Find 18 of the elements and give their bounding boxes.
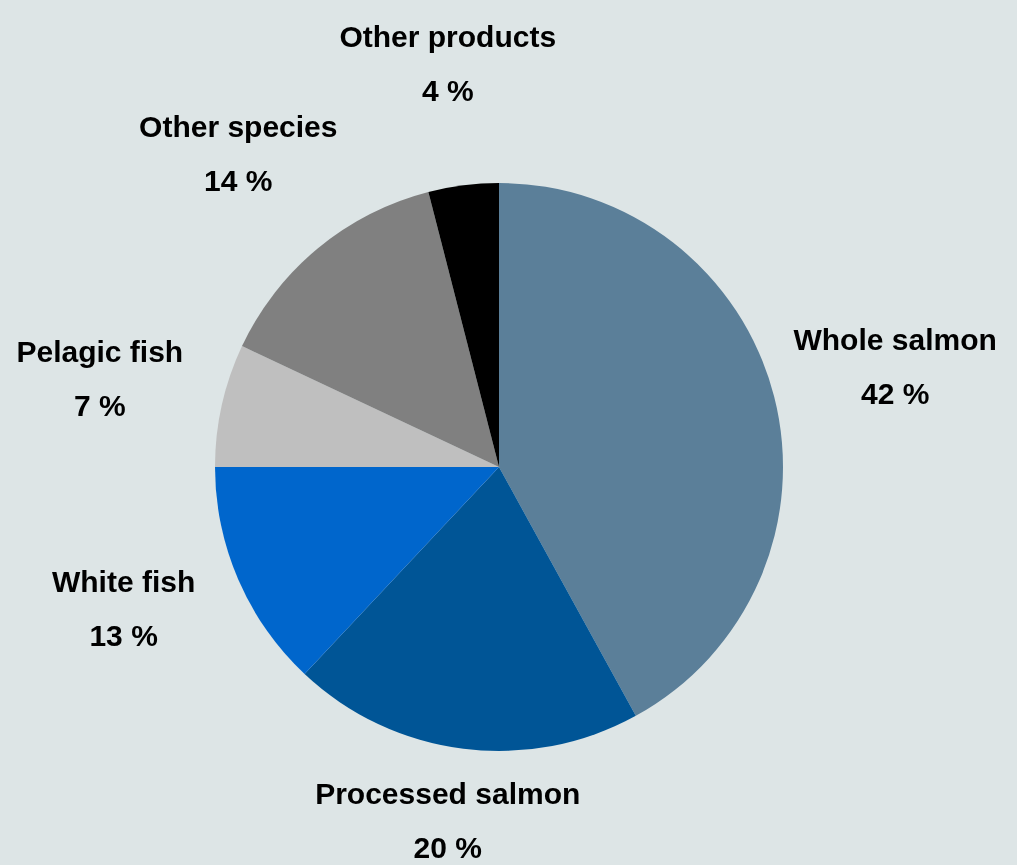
- pie-slice: [215, 467, 499, 675]
- data-label: 42 %: [860, 376, 930, 410]
- data-label: 4 %: [421, 74, 474, 108]
- slice-label: White fish: [51, 565, 196, 599]
- slice-label: Other products: [339, 20, 557, 54]
- pie-slice: [242, 191, 499, 467]
- slice-label: Whole salmon: [793, 322, 997, 356]
- pie-slice: [215, 346, 499, 467]
- slice-label: Other species: [139, 110, 338, 144]
- slice-label: Pelagic fish: [16, 335, 184, 369]
- pie-slice: [499, 183, 783, 716]
- data-label: 7 %: [74, 389, 126, 423]
- data-label: 13 %: [89, 619, 158, 653]
- slice-label: Processed salmon: [315, 777, 581, 811]
- data-label: 20 %: [413, 831, 482, 865]
- pie-slice: [428, 183, 499, 467]
- data-label: 14 %: [204, 164, 273, 198]
- pie-slice: [304, 467, 636, 751]
